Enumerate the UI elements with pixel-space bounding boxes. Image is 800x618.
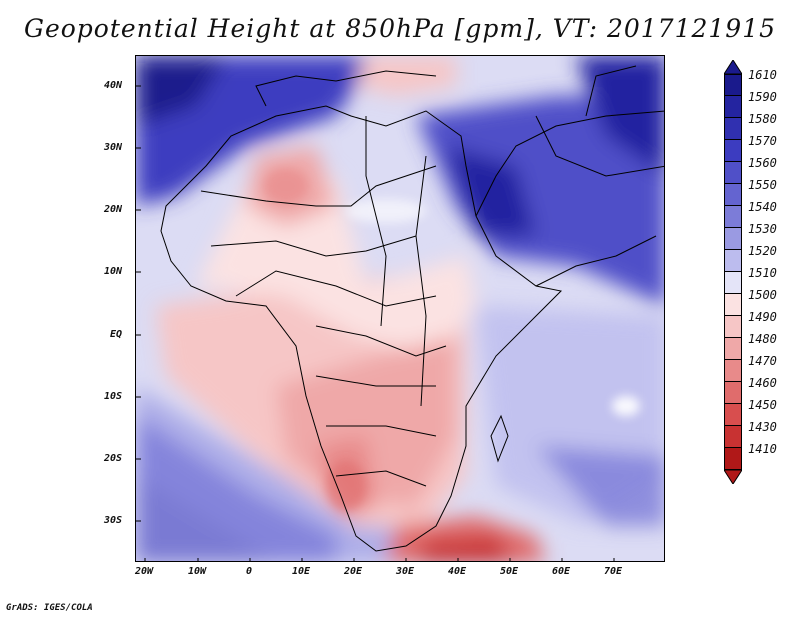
- colorbar-swatch: [724, 426, 742, 448]
- colorbar-level-label: 1590: [748, 90, 777, 104]
- credit-text: GrADS: IGES/COLA: [6, 603, 93, 613]
- colorbar-swatch: [724, 162, 742, 184]
- colorbar-level-label: 1410: [748, 442, 777, 456]
- colorbar-level-label: 1610: [748, 68, 777, 82]
- colorbar-swatch: [724, 184, 742, 206]
- colorbar-level-label: 1580: [748, 112, 777, 126]
- colorbar-swatch: [724, 250, 742, 272]
- colorbar-level-label: 1490: [748, 310, 777, 324]
- colorbar-swatch: [724, 382, 742, 404]
- coastlines: [160, 65, 664, 552]
- lat-label: 30S: [103, 515, 122, 526]
- lon-label: 20W: [134, 566, 154, 577]
- colorbar-level-label: 1540: [748, 200, 777, 214]
- colorbar-level-label: 1560: [748, 156, 777, 170]
- colorbar-swatch: [724, 228, 742, 250]
- colorbar-swatch: [724, 118, 742, 140]
- lat-label: 20S: [103, 453, 122, 464]
- lat-label: EQ: [109, 329, 122, 340]
- colorbar-level-label: 1430: [748, 420, 777, 434]
- colorbar-swatch: [724, 96, 742, 118]
- lat-label: 40N: [103, 80, 122, 91]
- colorbar-bottom-arrow: [724, 470, 742, 484]
- colorbar-swatch: [724, 206, 742, 228]
- colorbar-swatch: [724, 74, 742, 96]
- colorbar-level-label: 1480: [748, 332, 777, 346]
- colorbar-swatch: [724, 294, 742, 316]
- colorbar-swatch: [724, 338, 742, 360]
- colorbar-level-label: 1510: [748, 266, 777, 280]
- colorbar-swatch: [724, 360, 742, 382]
- lon-label: 10W: [187, 566, 207, 577]
- lat-label: 20N: [103, 204, 122, 215]
- colorbar-level-label: 1570: [748, 134, 777, 148]
- colorbar-swatch: [724, 272, 742, 294]
- lon-label: 20E: [343, 566, 363, 577]
- lon-label: 70E: [603, 566, 623, 577]
- lon-label: 10E: [291, 566, 311, 577]
- colorbar-level-label: 1500: [748, 288, 777, 302]
- height-field: [136, 56, 664, 561]
- colorbar-level-label: 1530: [748, 222, 777, 236]
- colorbar-level-label: 1460: [748, 376, 777, 390]
- lon-label: 30E: [395, 566, 415, 577]
- lat-label: 10S: [103, 391, 122, 402]
- lat-label: 30N: [103, 142, 122, 153]
- chart-title: Geopotential Height at 850hPa [gpm], VT:…: [23, 14, 777, 43]
- colorbar-level-label: 1470: [748, 354, 777, 368]
- colorbar-level-label: 1550: [748, 178, 777, 192]
- colorbar-top-arrow: [724, 60, 742, 74]
- colorbar-level-label: 1520: [748, 244, 777, 258]
- colorbar-swatch: [724, 404, 742, 426]
- lon-label: 40E: [447, 566, 467, 577]
- map-panel: [135, 55, 665, 562]
- colorbar-swatch: [724, 448, 742, 470]
- colorbar-level-label: 1450: [748, 398, 777, 412]
- lat-label: 10N: [103, 266, 122, 277]
- lon-label: 0: [245, 566, 253, 577]
- lon-label: 60E: [551, 566, 571, 577]
- lon-label: 50E: [499, 566, 519, 577]
- colorbar-swatch: [724, 316, 742, 338]
- colorbar-swatch: [724, 140, 742, 162]
